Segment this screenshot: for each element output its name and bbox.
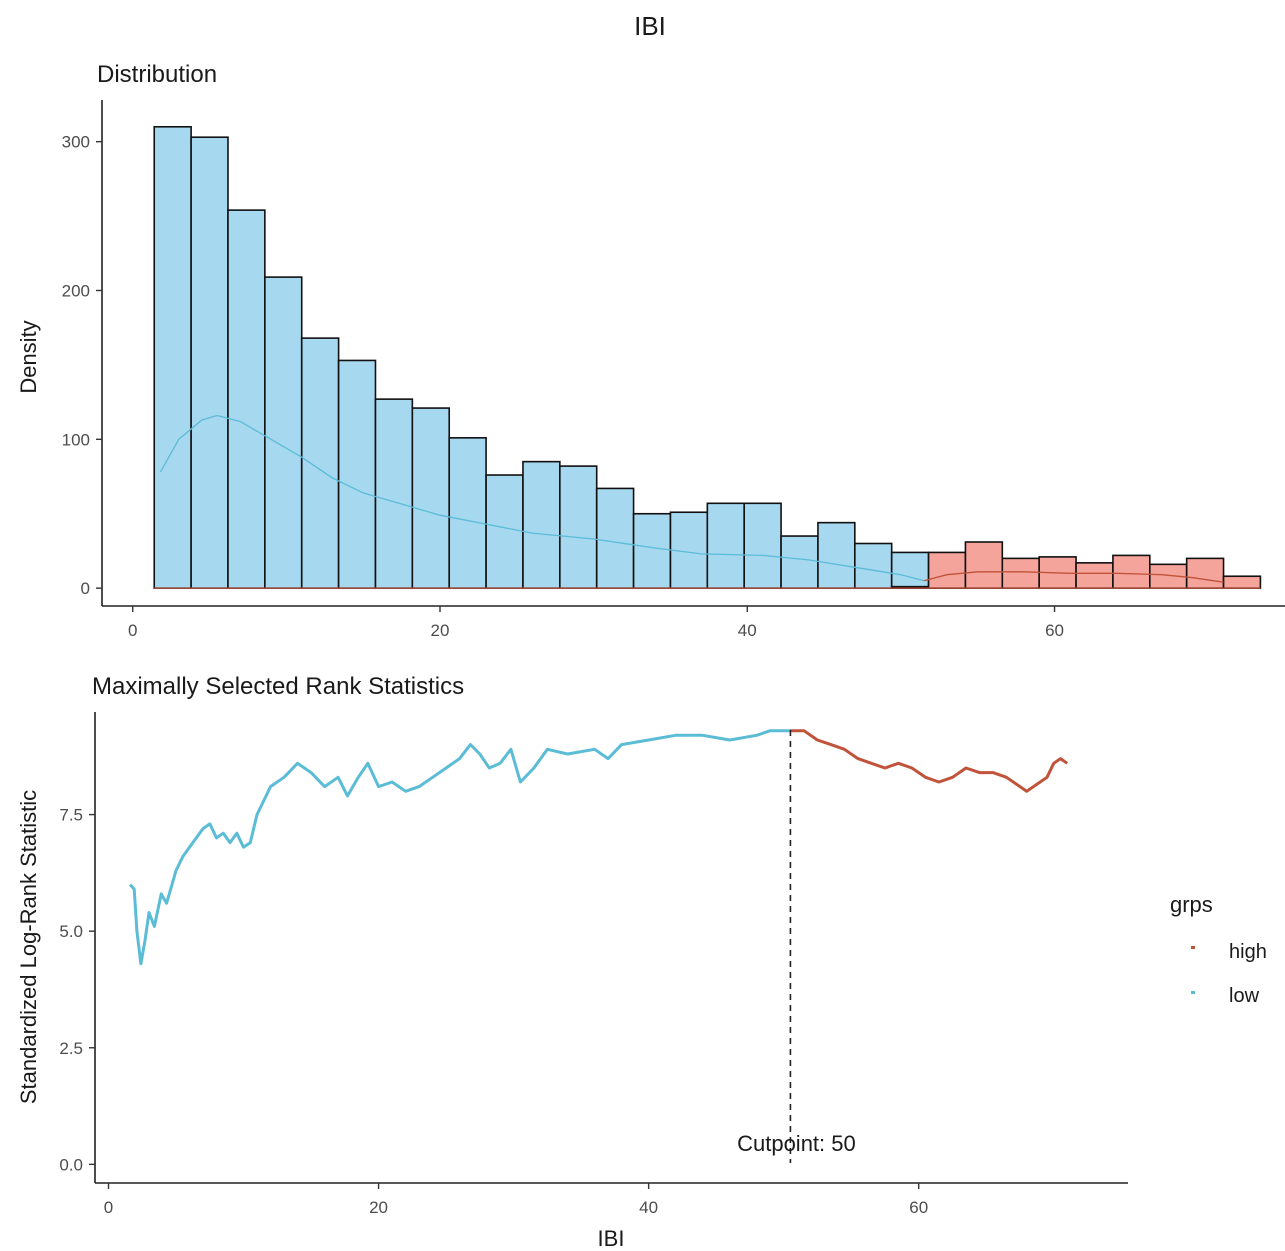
density-curve-high bbox=[923, 571, 1224, 583]
x-tick-label: 60 bbox=[909, 1198, 928, 1217]
histogram-bar-low bbox=[264, 276, 303, 589]
histogram-bar-low bbox=[337, 359, 377, 589]
histogram-bar-low bbox=[854, 542, 893, 589]
histogram-bar-high bbox=[927, 551, 967, 589]
x-tick-label: 20 bbox=[369, 1198, 388, 1217]
histogram-bar-low bbox=[374, 398, 414, 589]
y-tick-label: 300 bbox=[62, 133, 90, 152]
histogram-bar-low bbox=[559, 465, 598, 589]
histogram-bar-low bbox=[743, 502, 782, 589]
rank-statistic-line-low bbox=[128, 729, 791, 966]
histogram-bar-low bbox=[411, 407, 451, 589]
y-tick-label: 2.5 bbox=[59, 1039, 83, 1058]
histogram-bar-low bbox=[300, 337, 340, 589]
distribution-panel: Distribution Density 0 100 200 300 0 20 40 60 bbox=[16, 61, 1285, 640]
distribution-y-axis-label: Density bbox=[16, 320, 41, 393]
rank-statistics-y-axis-label: Standardized Log-Rank Statistic bbox=[16, 790, 41, 1104]
histogram-bar-low bbox=[890, 551, 930, 589]
distribution-title: Distribution bbox=[97, 61, 217, 88]
rank-statistic-line-high bbox=[790, 729, 1069, 793]
main-title: IBI bbox=[634, 11, 666, 41]
histogram-bar-high bbox=[1185, 557, 1225, 589]
histogram-bar-high bbox=[1001, 557, 1040, 589]
legend-swatch-high bbox=[1191, 946, 1195, 949]
histogram-bar-low bbox=[632, 512, 672, 589]
x-tick-label: 0 bbox=[104, 1198, 113, 1217]
y-tick-label: 0.0 bbox=[59, 1155, 83, 1174]
cutpoint-marker: Cutpoint: 50 bbox=[737, 730, 856, 1163]
y-tick-label: 7.5 bbox=[59, 806, 83, 825]
x-tick-label: 40 bbox=[639, 1198, 658, 1217]
histogram-bar-low bbox=[227, 209, 266, 589]
histogram-bar-low bbox=[485, 474, 524, 589]
x-tick-label: 0 bbox=[128, 621, 137, 640]
histogram-bar-low bbox=[190, 136, 229, 589]
histogram-bar-high bbox=[1075, 562, 1114, 589]
histogram-bar-high bbox=[1222, 575, 1262, 589]
histogram-bar-low bbox=[448, 437, 487, 589]
rank-statistics-axes: 0.0 2.5 5.0 7.5 0 20 40 60 bbox=[59, 712, 1128, 1217]
histogram-bar-high bbox=[1112, 554, 1151, 589]
x-tick-label: 60 bbox=[1045, 621, 1064, 640]
distribution-bars bbox=[153, 125, 1262, 589]
legend-title: grps bbox=[1170, 892, 1213, 917]
rank-statistics-panel: Maximally Selected Rank Statistics Stand… bbox=[16, 673, 1128, 1251]
histogram-bar-low bbox=[153, 125, 192, 589]
legend-label-low: low bbox=[1229, 985, 1260, 1007]
histogram-bar-high bbox=[964, 541, 1004, 589]
rank-statistic-lines bbox=[128, 729, 1069, 966]
legend-swatch-low bbox=[1191, 991, 1195, 994]
cutpoint-label: Cutpoint: 50 bbox=[737, 1131, 856, 1156]
histogram-bar-low bbox=[595, 487, 635, 589]
histogram-bar-low bbox=[522, 460, 561, 589]
y-tick-label: 100 bbox=[62, 430, 90, 449]
legend: grps high low bbox=[1170, 892, 1267, 1007]
y-tick-label: 5.0 bbox=[59, 922, 83, 941]
density-curve-low bbox=[159, 414, 925, 582]
y-tick-label: 0 bbox=[81, 579, 90, 598]
distribution-density-curves bbox=[154, 414, 1261, 589]
legend-label-high: high bbox=[1229, 941, 1267, 963]
histogram-bar-low bbox=[817, 521, 856, 589]
distribution-axes: 0 100 200 300 0 20 40 60 bbox=[62, 100, 1285, 640]
histogram-bar-low bbox=[706, 502, 745, 589]
x-tick-label: 20 bbox=[431, 621, 450, 640]
x-tick-label: 40 bbox=[738, 621, 757, 640]
histogram-bar-low bbox=[780, 535, 819, 589]
y-tick-label: 200 bbox=[62, 281, 90, 300]
rank-statistics-title: Maximally Selected Rank Statistics bbox=[92, 673, 464, 700]
rank-statistics-x-axis-label: IBI bbox=[598, 1226, 625, 1251]
